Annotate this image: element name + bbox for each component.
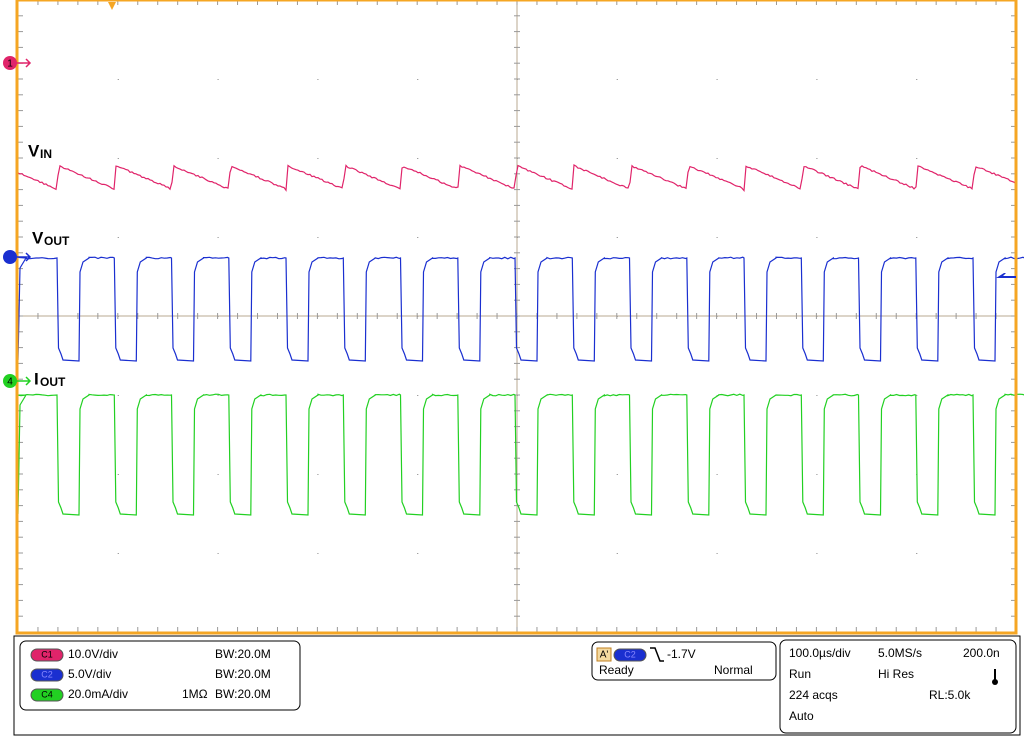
grid-dot — [317, 553, 318, 554]
badge-text: C1 — [41, 649, 53, 659]
grid-dot — [717, 79, 718, 80]
grid-dot — [118, 474, 119, 475]
grid-dot — [317, 237, 318, 238]
channel-bandwidth: BW:20.0M — [215, 647, 271, 661]
grid-dot — [417, 79, 418, 80]
marker-circle — [3, 250, 17, 264]
channel-bandwidth: BW:20.0M — [215, 687, 271, 701]
badge-text: A' — [600, 650, 609, 661]
grid-dot — [717, 237, 718, 238]
grid-dot — [218, 158, 219, 159]
grid-dot — [717, 158, 718, 159]
grid-dot — [218, 79, 219, 80]
sample-rate: 5.0MS/s — [878, 646, 922, 660]
grid-dot — [118, 553, 119, 554]
grid-dot — [617, 474, 618, 475]
grid-dot — [218, 395, 219, 396]
label-main: V — [32, 228, 44, 247]
resolution: 200.0n — [963, 646, 1000, 660]
badge-text: C4 — [41, 689, 53, 699]
grid-dot — [218, 474, 219, 475]
channel-scale: 5.0V/div — [68, 667, 111, 681]
grid-dot — [417, 474, 418, 475]
thermometer-bulb — [992, 679, 998, 685]
badge-text: C2 — [41, 669, 53, 679]
grid-dot — [717, 553, 718, 554]
grid-dot — [916, 158, 917, 159]
grid-dot — [417, 158, 418, 159]
grid-dot — [218, 553, 219, 554]
acq-count: 224 acqs — [789, 688, 838, 702]
channel-scale: 20.0mA/div — [68, 687, 128, 701]
grid-dot — [118, 237, 119, 238]
trigger-level: -1.7V — [667, 647, 696, 661]
grid-dot — [118, 158, 119, 159]
trigger-state: Ready — [599, 663, 634, 677]
grid-dot — [717, 474, 718, 475]
grid-dot — [816, 474, 817, 475]
grid-dot — [218, 237, 219, 238]
grid-dot — [816, 79, 817, 80]
label-sub: IN — [40, 147, 52, 161]
grid-dot — [317, 474, 318, 475]
marker-text: 1 — [7, 59, 13, 70]
grid-dot — [417, 395, 418, 396]
channel-scale: 10.0V/div — [68, 647, 118, 661]
channel-bandwidth: BW:20.0M — [215, 667, 271, 681]
trigger-mode: Auto — [789, 709, 814, 723]
label-main: I — [34, 369, 39, 388]
grid-dot — [916, 79, 917, 80]
grid-dot — [118, 395, 119, 396]
grid-dot — [816, 237, 817, 238]
timebase: 100.0µs/div — [789, 646, 851, 660]
grid-dot — [816, 158, 817, 159]
grid-dot — [617, 553, 618, 554]
acq-mode: Hi Res — [878, 667, 914, 681]
label-sub: OUT — [40, 375, 66, 389]
record-length: RL:5.0k — [929, 688, 971, 702]
grid-dot — [118, 79, 119, 80]
grid-dot — [317, 158, 318, 159]
grid-dot — [317, 79, 318, 80]
grid-dot — [417, 237, 418, 238]
grid-dot — [617, 158, 618, 159]
grid-dot — [816, 553, 817, 554]
badge-text: C2 — [624, 649, 636, 659]
marker-text: 4 — [7, 377, 13, 388]
label-main: V — [28, 141, 40, 160]
channel-impedance: 1MΩ — [182, 687, 208, 701]
grid-dot — [816, 395, 817, 396]
grid-dot — [916, 553, 917, 554]
trigger-mode: Normal — [714, 663, 753, 677]
label-sub: OUT — [44, 234, 70, 248]
grid-dot — [617, 79, 618, 80]
grid-dot — [617, 237, 618, 238]
run-state: Run — [789, 667, 811, 681]
grid-dot — [417, 553, 418, 554]
grid-dot — [916, 237, 917, 238]
